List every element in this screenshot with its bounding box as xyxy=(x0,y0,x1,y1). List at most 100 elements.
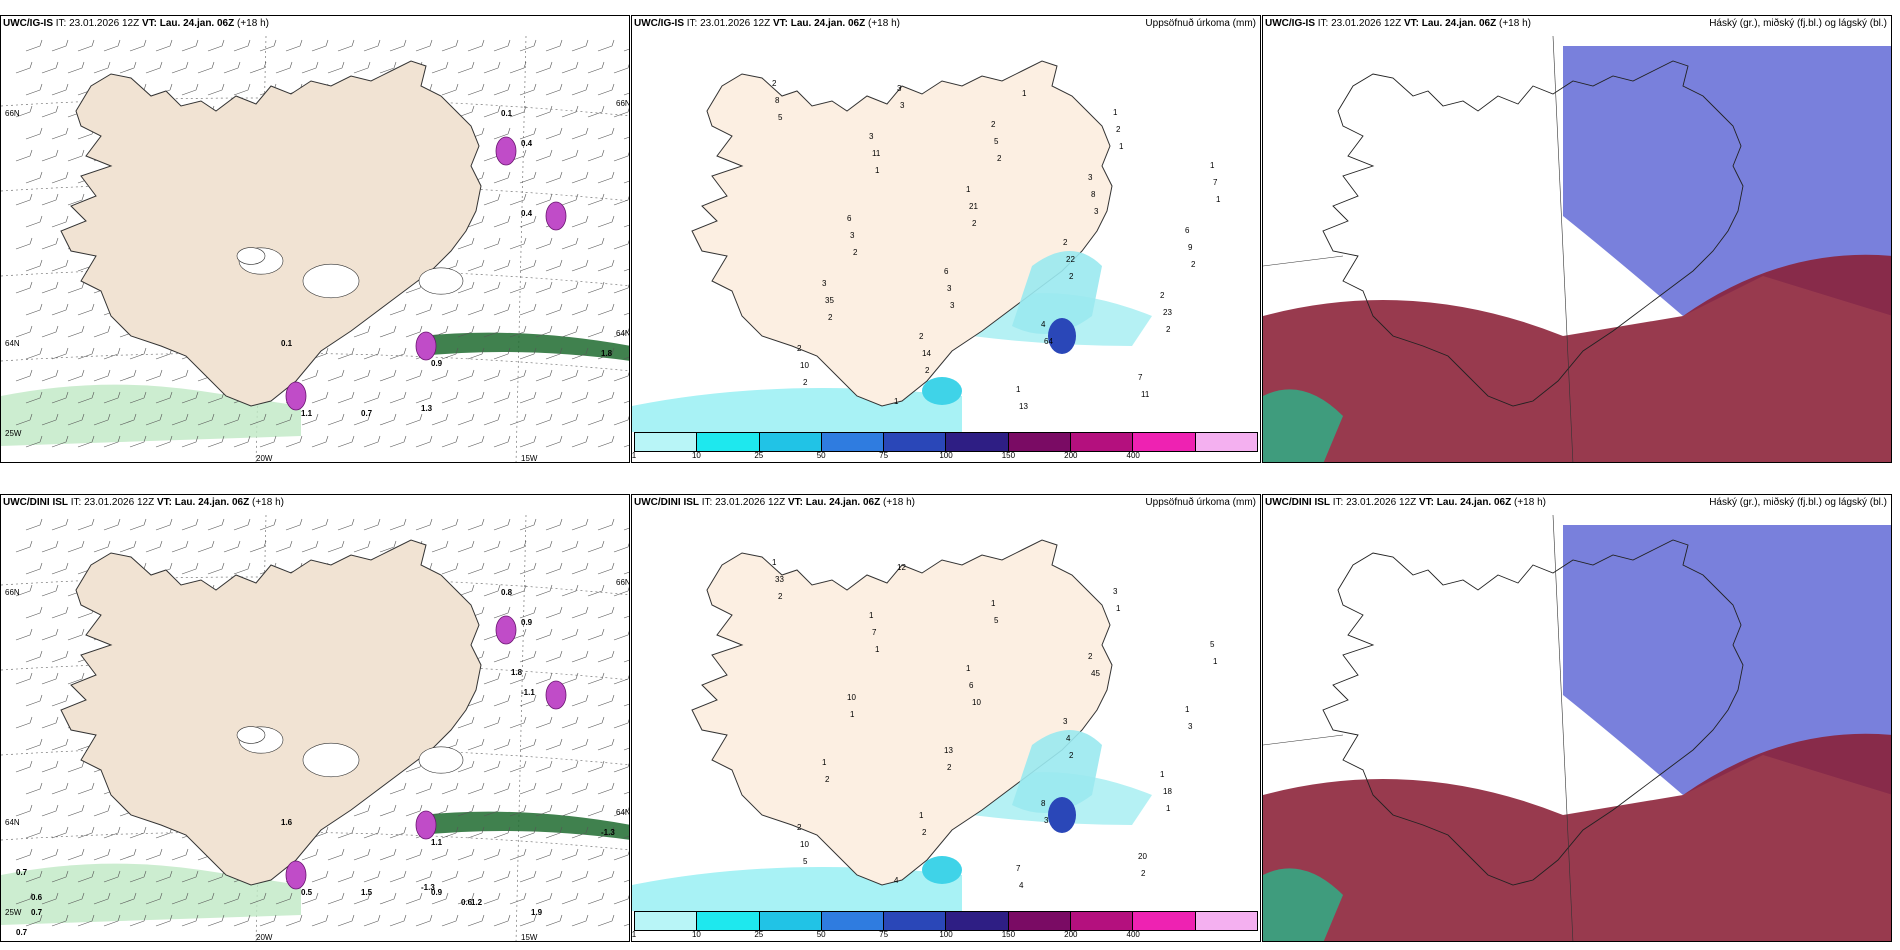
wind-barb xyxy=(67,804,85,817)
wind-barb xyxy=(509,892,527,905)
lon-label: 20W xyxy=(256,454,273,463)
legend-swatch xyxy=(759,433,822,451)
wind-barb xyxy=(597,518,615,531)
wind-barb xyxy=(587,540,605,553)
wind-barb xyxy=(535,149,553,162)
wind-barb xyxy=(155,870,173,883)
contour-label: 0.9 xyxy=(431,359,443,368)
wind-barb xyxy=(597,738,615,751)
wind-barb xyxy=(493,694,511,707)
precip-value: 7 xyxy=(1213,178,1218,187)
legend-swatch xyxy=(1133,433,1196,451)
wind-barb xyxy=(15,237,33,250)
wind-barb xyxy=(457,760,475,773)
legend-swatch xyxy=(1195,912,1257,930)
wind-barb xyxy=(145,413,163,426)
wind-barb xyxy=(467,518,485,531)
wind-barb xyxy=(197,61,215,74)
wind-barb xyxy=(311,914,329,927)
wind-barb xyxy=(571,518,589,531)
convective-cell xyxy=(285,381,307,411)
precip-value: 7 xyxy=(872,628,877,637)
precip-value: 8 xyxy=(775,96,780,105)
legend-tick: 150 xyxy=(1001,930,1016,939)
wind-barb xyxy=(509,540,527,553)
wind-barb xyxy=(77,782,95,795)
wind-barb xyxy=(41,804,59,817)
precip-value: 14 xyxy=(922,349,931,358)
wind-barb xyxy=(535,628,553,641)
wind-barb xyxy=(483,193,501,206)
precip-value: 1 xyxy=(1210,161,1215,170)
wind-barb xyxy=(389,870,407,883)
precip-value: 13 xyxy=(944,746,953,755)
wind-barb xyxy=(77,826,95,839)
wind-barb xyxy=(259,914,277,927)
wind-barb xyxy=(25,171,43,184)
wind-barb xyxy=(587,61,605,74)
convective-cell xyxy=(415,331,437,361)
wind-barb xyxy=(41,413,59,426)
precip-value: 21 xyxy=(969,202,978,211)
wind-barb xyxy=(441,83,459,96)
wind-map: 0.8 0.9 -1.1 -1.3 -1.3 1.5 1.1 1.6 0.5 1.8 1.2 1.9 0… xyxy=(1,514,629,941)
wind-barb xyxy=(363,518,381,531)
wind-barb xyxy=(457,848,475,861)
precip-value: 3 xyxy=(1188,722,1193,731)
wind-barb xyxy=(509,105,527,118)
precip-value: 22 xyxy=(1066,255,1075,264)
contour-label: 1.2 xyxy=(471,898,483,907)
precip-value: 3 xyxy=(897,84,902,93)
wind-barb xyxy=(197,413,215,426)
wind-barb xyxy=(483,281,501,294)
wind-barb xyxy=(457,892,475,905)
wind-barb xyxy=(181,435,199,448)
contour-label: 0.7 xyxy=(361,409,373,418)
wind-barb xyxy=(571,738,589,751)
wind-barb xyxy=(249,61,267,74)
wind-barb xyxy=(25,782,43,795)
wind-barb xyxy=(51,870,69,883)
precip-value: 4 xyxy=(1019,881,1024,890)
wind-barb xyxy=(171,848,189,861)
wind-barb xyxy=(207,435,225,448)
wind-barb xyxy=(51,127,69,140)
wind-barb xyxy=(129,391,147,404)
wind-barb xyxy=(25,870,43,883)
wind-barb xyxy=(25,606,43,619)
iceland-land xyxy=(691,539,1113,886)
precip-panel-bottom: UWC/DINI ISL IT: 23.01.2026 12Z VT: Lau.… xyxy=(631,494,1261,942)
precip-value: 1 xyxy=(1216,195,1221,204)
precip-value: 5 xyxy=(994,137,999,146)
wind-barb xyxy=(223,892,241,905)
wind-barb xyxy=(587,105,605,118)
wind-barb xyxy=(337,870,355,883)
wind-barb xyxy=(587,413,605,426)
wind-barb xyxy=(259,518,277,531)
precip-value: 8 xyxy=(1091,190,1096,199)
wind-barb xyxy=(467,83,485,96)
contour-label: 0.1 xyxy=(501,109,513,118)
wind-barb xyxy=(493,738,511,751)
wind-barb xyxy=(171,369,189,382)
wind-barb xyxy=(379,61,397,74)
wind-barb xyxy=(519,39,537,52)
wind-barb xyxy=(67,413,85,426)
panel-header: UWC/DINI ISL IT: 23.01.2026 12Z VT: Lau.… xyxy=(1265,497,1546,508)
legend-swatch xyxy=(1071,912,1134,930)
precip-value: 3 xyxy=(850,231,855,240)
wind-barb xyxy=(51,650,69,663)
lat-label: 66N xyxy=(5,588,20,597)
wind-barb xyxy=(41,61,59,74)
wind-barb xyxy=(145,61,163,74)
contour-label: 0.7 xyxy=(16,928,28,937)
wind-barb xyxy=(561,584,579,597)
wind-barb xyxy=(327,848,345,861)
precip-value: 2 xyxy=(1069,272,1074,281)
precip-legend: 1 10 25 50 75 100 150 200 400 xyxy=(632,911,1260,941)
wind-barb xyxy=(571,259,589,272)
wind-barb xyxy=(275,540,293,553)
wind-barb xyxy=(519,826,537,839)
wind-barb xyxy=(535,369,553,382)
wind-barb xyxy=(535,61,553,74)
